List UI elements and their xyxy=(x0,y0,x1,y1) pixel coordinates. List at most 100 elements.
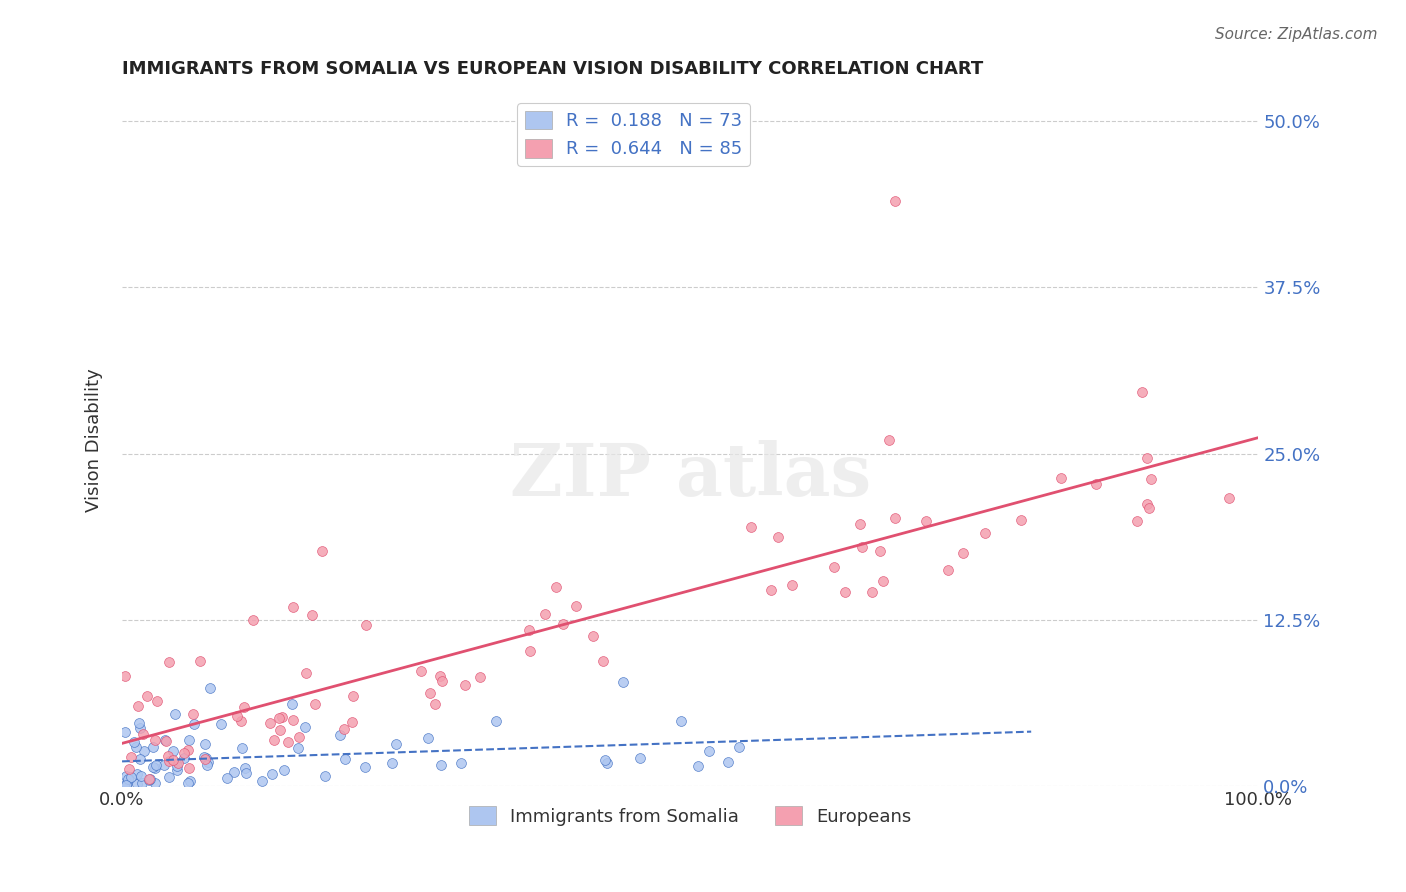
Point xyxy=(138,772,160,787)
Point xyxy=(354,760,377,774)
Point xyxy=(157,754,180,768)
Point xyxy=(851,541,873,555)
Point xyxy=(157,749,180,764)
Point xyxy=(280,698,302,712)
Point xyxy=(287,741,309,756)
Point xyxy=(287,730,309,744)
Point xyxy=(869,543,891,558)
Point xyxy=(145,757,167,772)
Y-axis label: Vision Disability: Vision Disability xyxy=(86,368,103,512)
Point xyxy=(311,544,333,558)
Point xyxy=(197,755,219,769)
Point xyxy=(114,724,136,739)
Point xyxy=(114,669,136,683)
Point xyxy=(1140,473,1163,487)
Point xyxy=(1136,451,1159,466)
Point xyxy=(333,722,356,736)
Point xyxy=(761,582,783,597)
Point xyxy=(129,769,152,783)
Legend: Immigrants from Somalia, Europeans: Immigrants from Somalia, Europeans xyxy=(461,799,920,833)
Point xyxy=(163,706,186,721)
Point xyxy=(157,770,180,784)
Point xyxy=(740,520,762,534)
Point xyxy=(872,574,894,588)
Point xyxy=(122,735,145,749)
Point xyxy=(519,644,541,658)
Point xyxy=(263,732,285,747)
Point xyxy=(782,578,804,592)
Point xyxy=(565,599,588,614)
Point xyxy=(233,761,256,775)
Point xyxy=(592,655,614,669)
Point xyxy=(952,546,974,560)
Point xyxy=(269,711,291,725)
Point xyxy=(409,664,432,678)
Point xyxy=(139,772,162,786)
Text: IMMIGRANTS FROM SOMALIA VS EUROPEAN VISION DISABILITY CORRELATION CHART: IMMIGRANTS FROM SOMALIA VS EUROPEAN VISI… xyxy=(122,60,983,78)
Point xyxy=(177,743,200,757)
Point xyxy=(301,607,323,622)
Point xyxy=(114,778,136,792)
Point xyxy=(1136,496,1159,510)
Point xyxy=(112,778,135,792)
Point xyxy=(127,777,149,791)
Text: ZIP atlas: ZIP atlas xyxy=(509,440,870,510)
Point xyxy=(195,757,218,772)
Point xyxy=(671,714,693,729)
Point xyxy=(131,726,153,740)
Point xyxy=(936,563,959,577)
Point xyxy=(142,740,165,755)
Point xyxy=(152,758,174,772)
Point xyxy=(128,715,150,730)
Point xyxy=(250,773,273,788)
Point xyxy=(1010,513,1032,527)
Point xyxy=(225,708,247,723)
Point xyxy=(1050,471,1073,485)
Point xyxy=(166,758,188,772)
Point xyxy=(273,764,295,778)
Point xyxy=(229,714,252,729)
Point xyxy=(314,769,336,783)
Point xyxy=(188,654,211,668)
Point xyxy=(429,669,451,683)
Point xyxy=(612,674,634,689)
Point xyxy=(209,716,232,731)
Point xyxy=(914,514,936,528)
Point xyxy=(581,629,603,643)
Point xyxy=(157,655,180,669)
Point xyxy=(454,678,477,692)
Point xyxy=(418,686,440,700)
Point xyxy=(768,530,790,544)
Point xyxy=(155,734,177,748)
Point xyxy=(277,735,299,749)
Point xyxy=(595,756,617,770)
Point xyxy=(593,753,616,767)
Point xyxy=(1137,501,1160,516)
Point xyxy=(384,737,406,751)
Point xyxy=(142,760,165,774)
Point xyxy=(173,746,195,760)
Text: Source: ZipAtlas.com: Source: ZipAtlas.com xyxy=(1215,27,1378,42)
Point xyxy=(162,752,184,766)
Point xyxy=(534,607,557,621)
Point xyxy=(120,750,142,764)
Point xyxy=(271,710,294,724)
Point xyxy=(194,737,217,751)
Point xyxy=(342,689,364,703)
Point xyxy=(262,767,284,781)
Point xyxy=(295,665,318,680)
Point xyxy=(849,517,872,532)
Point xyxy=(356,618,378,632)
Point xyxy=(294,720,316,734)
Point xyxy=(166,756,188,771)
Point xyxy=(193,749,215,764)
Point xyxy=(697,744,720,758)
Point xyxy=(281,713,304,727)
Point xyxy=(115,769,138,783)
Point xyxy=(231,740,253,755)
Point xyxy=(551,617,574,632)
Point xyxy=(127,698,149,713)
Point xyxy=(304,698,326,712)
Point xyxy=(143,776,166,790)
Point xyxy=(717,755,740,769)
